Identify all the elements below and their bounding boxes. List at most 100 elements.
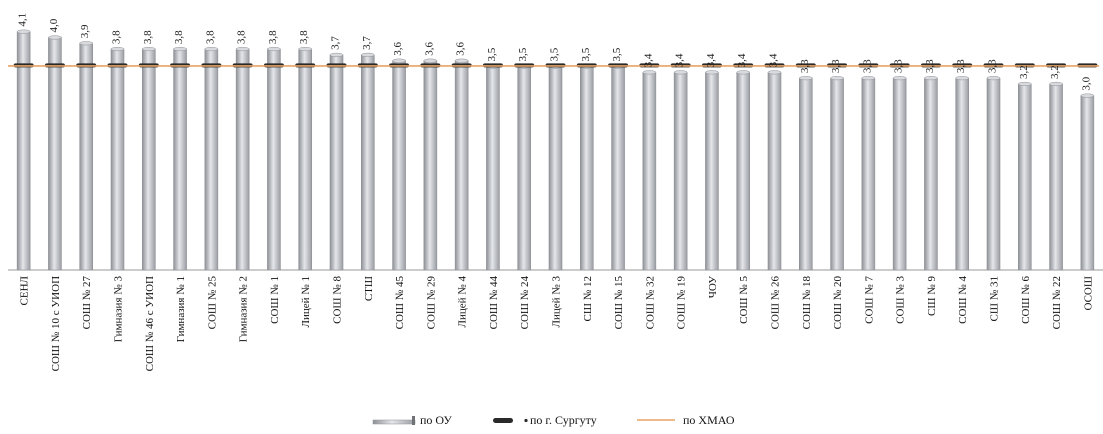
category-label: Лицей № 1 [300,276,312,328]
bar-cap [799,76,813,81]
bar [267,48,281,271]
value-label: 3,5 [580,47,592,61]
bar-cap [298,47,312,52]
value-label: 3,3 [955,59,967,73]
bar-cap [235,47,250,52]
bar-cap [1080,93,1095,98]
bar [798,77,813,271]
category-label: СОШ № 4 [957,276,969,324]
bar-cap [955,76,969,81]
value-label: 4,0 [48,18,60,32]
bar-cap [767,70,782,75]
bar [861,77,876,271]
value-label: 3,3 [799,59,811,73]
category-label: СОШ № 22 [1051,276,1063,329]
bar [16,31,31,271]
category-label: Лицей № 3 [551,276,563,328]
value-label: 3,6 [455,41,467,55]
category-label: СОШ № 24 [519,276,531,330]
bar [48,37,62,271]
bar [955,77,970,271]
bar [924,77,938,271]
value-label: 3,8 [142,30,154,44]
legend-swatch-city [493,418,513,423]
bar [1017,83,1032,271]
bar-cap [110,47,125,52]
category-label: СОШ № 27 [81,276,93,330]
value-label: 3,7 [361,36,373,50]
category-label: СТШ [363,276,375,301]
bar-cap [329,52,344,57]
legend-label: по г. Сургуту [530,413,597,427]
value-label: 3,4 [768,53,780,67]
value-label: 3,8 [111,30,123,44]
bar-cap [1049,81,1063,87]
category-label: СОШ № 3 [895,276,907,324]
value-label: 3,9 [79,24,91,38]
value-label: 3,8 [267,30,279,44]
bar [423,60,438,271]
value-label: 3,7 [330,36,342,50]
category-label: СОШ № 26 [770,276,782,330]
legend-label: по ХМАО [683,413,735,427]
bar-cap [16,29,31,34]
category-label: СОШ № 19 [676,276,688,330]
bar-cap [173,47,187,52]
category-label: СОШ № 44 [488,276,500,330]
bar-cap [454,58,469,63]
bar [517,66,532,271]
category-label: СОШ № 25 [206,276,218,330]
legend-swatch-city-dot [524,418,528,423]
bar [830,77,844,271]
category-label: СШ № 12 [582,276,594,321]
value-label: 3,8 [173,30,185,44]
bar [1049,83,1063,271]
category-label: СОШ № 15 [613,276,625,330]
value-label: 3,4 [674,53,686,67]
value-label: 3,8 [236,30,248,44]
bar [329,54,344,271]
bar [79,42,94,271]
value-label: 3,6 [423,41,435,55]
value-label: 3,4 [705,53,717,67]
category-label: СОШ № 20 [832,276,844,330]
category-label: Лицей № 4 [457,276,469,328]
bar [110,48,125,271]
category-label: СОШ № 10 с УИОП [50,276,62,371]
bar [454,60,469,271]
bar [673,72,688,271]
category-label: ОСОШ [1082,276,1094,310]
bar-cap [861,76,876,81]
bar [548,66,563,271]
legend-swatch-bar-edge [412,416,415,425]
bar-cap [924,76,938,81]
value-label: 3,2 [1049,65,1061,79]
bar-cap [1018,81,1032,87]
category-label: Гимназия № 2 [238,276,250,342]
category-label: СОШ № 29 [425,276,437,330]
bar-cap [642,70,657,75]
bar-cap [79,41,93,46]
category-label: СШ № 31 [989,276,1001,321]
bar [141,48,156,271]
bar [392,60,406,271]
value-label: 3,3 [830,59,842,73]
value-label: 3,5 [549,47,561,61]
category-label: Гимназия № 1 [175,276,187,342]
value-label: 4,1 [17,13,29,27]
bar [298,48,313,271]
bar-cap [142,47,156,52]
bar-cap [673,70,688,75]
bar-cap [392,58,406,63]
bar-cap [267,47,281,52]
value-label: 3,0 [1080,76,1092,90]
category-label: ЧОУ [707,276,719,298]
bar-cap [830,76,844,81]
bar [642,72,657,271]
value-label: 3,5 [611,47,623,61]
category-label: СОШ № 45 [394,276,406,330]
category-label: СЕНЛ [19,275,31,305]
category-label: СОШ № 5 [738,276,750,324]
value-label: 3,8 [204,30,216,44]
